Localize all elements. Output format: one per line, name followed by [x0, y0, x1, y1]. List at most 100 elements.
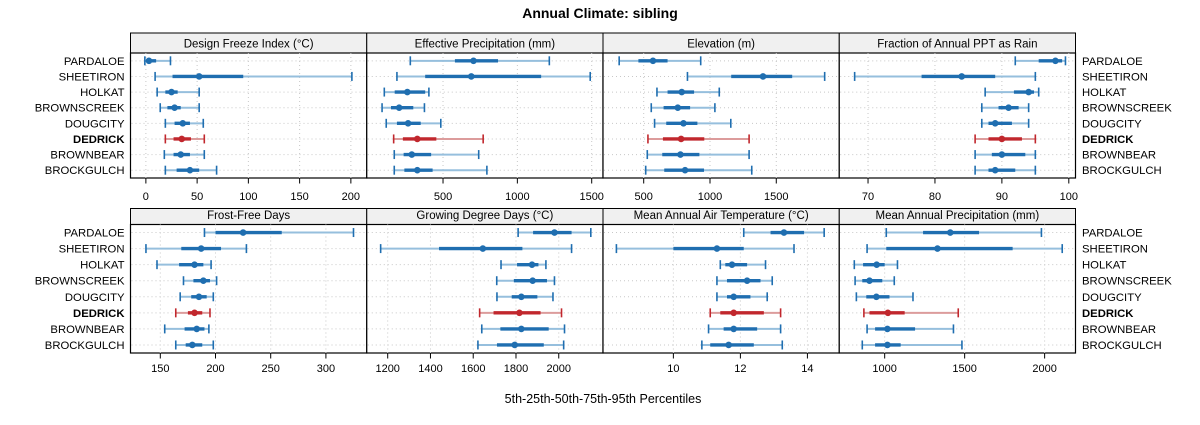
- series-brownbear: [707, 324, 782, 334]
- site-label-left-dedrick: DEDRICK: [73, 308, 125, 320]
- series-brownscreek: [981, 103, 1030, 113]
- axis-tick-label: 100: [1060, 191, 1078, 203]
- median-dot: [1052, 57, 1059, 65]
- axis-tick-label: 1400: [418, 363, 442, 375]
- median-dot: [516, 309, 523, 317]
- panel-box: [602, 52, 840, 179]
- series-brockgulch: [393, 165, 488, 175]
- series-pardaloe: [517, 228, 592, 238]
- site-label-left-dougcity: DOUGCITY: [65, 118, 125, 130]
- median-dot: [177, 151, 185, 158]
- series-brownscreek: [650, 103, 716, 113]
- median-dot: [873, 293, 880, 301]
- site-label-left-brownbear: BROWNBEAR: [50, 150, 124, 162]
- series-sheetiron: [866, 244, 1064, 254]
- series-brownbear: [393, 150, 480, 160]
- series-pardaloe: [1014, 56, 1067, 66]
- series-holkat: [719, 260, 767, 270]
- site-label-right-sheetiron: SHEETIRON: [1082, 71, 1148, 83]
- median-dot: [946, 229, 954, 236]
- median-dot: [551, 229, 558, 236]
- axis-tick-label: 0: [143, 191, 149, 203]
- site-label-right-brownbear: BROWNBEAR: [1082, 324, 1156, 336]
- median-dot: [991, 166, 999, 174]
- median-dot: [866, 277, 873, 285]
- axis-tick-label: 300: [317, 363, 335, 375]
- median-dot: [191, 261, 198, 268]
- series-pardaloe: [885, 228, 1043, 238]
- site-label-right-holkat: HOLKAT: [1082, 260, 1126, 272]
- series-sheetiron: [379, 244, 573, 254]
- series-dougcity: [496, 292, 554, 302]
- series-pardaloe: [618, 56, 702, 66]
- site-label-right-holkat: HOLKAT: [1082, 87, 1126, 99]
- series-dedrick: [478, 308, 563, 318]
- median-dot: [780, 229, 788, 236]
- series-brockgulch: [644, 165, 753, 175]
- panel-title: Elevation (m): [687, 39, 755, 51]
- series-brownscreek: [182, 276, 218, 286]
- axis-tick-label: 500: [635, 191, 653, 203]
- axis-tick-label: 250: [262, 363, 280, 375]
- series-brockgulch: [174, 340, 215, 350]
- median-dot: [884, 325, 891, 333]
- series-dougcity: [716, 292, 769, 302]
- site-label-right-pardaloe: PARDALOE: [1082, 228, 1143, 240]
- series-holkat: [853, 260, 899, 270]
- median-dot: [191, 309, 198, 317]
- site-label-left-pardaloe: PARDALOE: [64, 228, 125, 240]
- axis-tick-label: 1500: [952, 363, 976, 375]
- axis-tick-label: 70: [862, 191, 874, 203]
- median-dot: [958, 73, 966, 80]
- site-label-left-dedrick: DEDRICK: [73, 134, 125, 146]
- chart-title: Annual Climate: sibling: [522, 5, 678, 21]
- series-holkat: [156, 260, 212, 270]
- series-brockgulch: [701, 340, 784, 350]
- panel-box: [129, 52, 368, 179]
- axis-tick-label: 200: [206, 363, 224, 375]
- median-dot: [408, 151, 416, 158]
- median-dot: [730, 293, 737, 301]
- median-dot: [395, 104, 403, 111]
- panel-fraction-of-annual-ppt-as-rain: Fraction of Annual PPT as Rain 70 80 90 100: [838, 32, 1078, 203]
- series-dedrick: [647, 134, 750, 144]
- panel-box: [838, 223, 1077, 354]
- axis-tick-label: 1000: [505, 191, 529, 203]
- axis-caption: 5th-25th-50th-75th-95th Percentiles: [504, 392, 702, 406]
- panel-effective-precipitation-mm: Effective Precipitation (mm) 500 1000 1500: [366, 32, 604, 203]
- median-dot: [511, 341, 519, 349]
- median-dot: [649, 57, 657, 65]
- median-dot: [239, 229, 247, 236]
- median-dot: [193, 325, 201, 333]
- series-dedrick: [974, 134, 1037, 144]
- site-label-left-holkat: HOLKAT: [80, 260, 124, 272]
- median-dot: [171, 104, 178, 111]
- axis-tick-label: 14: [801, 363, 813, 375]
- series-sheetiron: [686, 71, 826, 81]
- axis-tick-label: 80: [929, 191, 941, 203]
- series-holkat: [383, 87, 430, 97]
- series-sheetiron: [396, 71, 592, 81]
- panel-title: Mean Annual Precipitation (mm): [876, 210, 1040, 222]
- median-dot: [998, 151, 1006, 158]
- panel-box: [838, 52, 1077, 179]
- site-label-right-dougcity: DOUGCITY: [1082, 292, 1142, 304]
- median-dot: [179, 120, 187, 127]
- site-label-left-dougcity: DOUGCITY: [65, 292, 125, 304]
- median-dot: [529, 277, 536, 285]
- series-pardaloe: [742, 228, 825, 238]
- panel-design-freeze-index-c: Design Freeze Index (°C) 0 50 100 150 200: [129, 32, 368, 203]
- site-label-left-brockgulch: BROCKGULCH: [45, 340, 125, 352]
- axis-tick-label: 500: [434, 191, 452, 203]
- median-dot: [1005, 104, 1012, 111]
- panel-title: Design Freeze Index (°C): [184, 39, 314, 51]
- site-label-right-dedrick: DEDRICK: [1082, 308, 1134, 320]
- panel-box: [366, 52, 604, 179]
- median-dot: [678, 88, 686, 96]
- series-brownbear: [646, 150, 750, 160]
- series-brockgulch: [164, 165, 218, 175]
- site-label-left-holkat: HOLKAT: [80, 87, 124, 99]
- site-label-right-brockgulch: BROCKGULCH: [1082, 340, 1162, 352]
- median-dot: [884, 341, 891, 349]
